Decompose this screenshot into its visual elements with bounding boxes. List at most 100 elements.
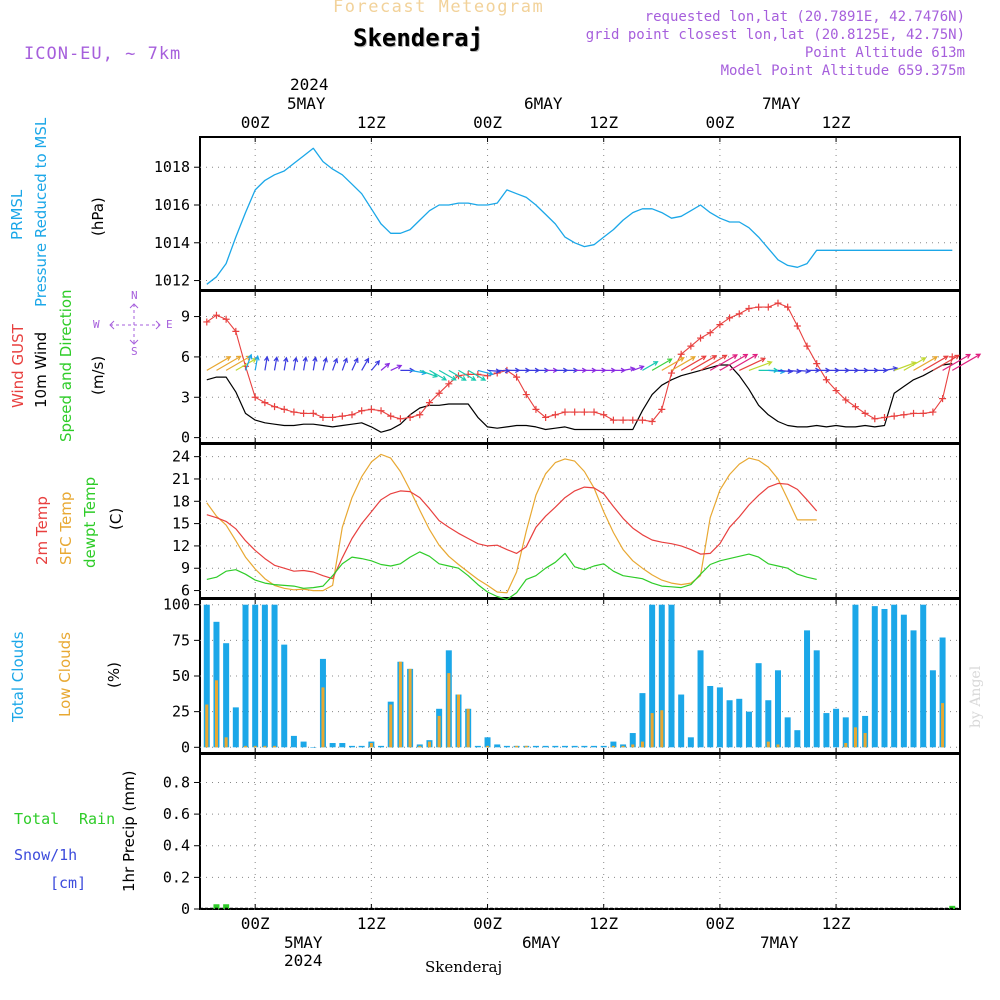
top-date-label-1: 5MAY xyxy=(287,94,326,113)
low-cloud-bar xyxy=(466,708,470,748)
gust-marker xyxy=(338,412,346,420)
low-cloud-bar xyxy=(398,661,402,748)
total-cloud-bar xyxy=(494,744,501,748)
wind-arrow xyxy=(458,369,477,381)
total-cloud-bar xyxy=(871,606,878,748)
ytick-label-p3: 50 xyxy=(172,667,190,685)
grid-lines xyxy=(200,137,960,910)
low-cloud-bar xyxy=(408,668,412,748)
sfc-temp-line xyxy=(206,453,817,594)
gust-marker xyxy=(212,311,220,319)
total-cloud-bar xyxy=(833,708,840,748)
gust-marker xyxy=(571,408,579,416)
low-cloud-bar xyxy=(214,680,218,748)
total-cloud-bar xyxy=(736,698,743,748)
low-clouds-label: Low Clouds xyxy=(56,632,74,717)
total-cloud-bar xyxy=(929,670,936,748)
ytick-label-p1: 6 xyxy=(181,348,190,366)
gust-marker xyxy=(396,415,404,423)
rain-bar xyxy=(213,904,220,909)
gust-marker xyxy=(851,403,859,411)
wind-gust-label: Wind GUST xyxy=(9,324,27,408)
ytick-label-p3: 25 xyxy=(172,703,190,721)
low-cloud-bar xyxy=(418,745,422,748)
total-cloud-bar xyxy=(687,737,694,748)
total-cloud-bar xyxy=(804,630,811,748)
total-cloud-bar xyxy=(542,745,549,748)
gust-marker xyxy=(600,411,608,419)
total-cloud-bar xyxy=(745,711,752,748)
footer-location: Skenderaj xyxy=(425,958,503,976)
total-cloud-bar xyxy=(658,604,665,748)
low-cloud-bar xyxy=(621,745,625,748)
low-cloud-bar xyxy=(456,694,460,748)
wind-arrow xyxy=(942,353,972,371)
total-clouds-label: Total Clouds xyxy=(9,631,27,722)
top-time-tick-label: 12Z xyxy=(822,113,851,132)
total-cloud-bar xyxy=(300,741,307,748)
ytick-label-p2: 6 xyxy=(181,582,190,600)
ytick-label-p4: 0.2 xyxy=(163,868,190,886)
wind-arrow xyxy=(302,356,308,371)
low-cloud-bar xyxy=(205,704,209,748)
low-cloud-bar xyxy=(224,737,228,748)
total-cloud-bar xyxy=(755,663,762,748)
ytick-label-p3: 75 xyxy=(172,631,190,649)
wind-arrow xyxy=(322,356,328,371)
total-cloud-bar xyxy=(532,745,539,748)
bottom-year-label: 2024 xyxy=(284,951,323,970)
total-cloud-bar xyxy=(610,741,617,748)
wind-arrow xyxy=(351,357,359,371)
total-cloud-bar xyxy=(378,745,385,748)
wind-arrow xyxy=(487,368,502,374)
low-cloud-bar xyxy=(631,744,635,748)
wind-arrows xyxy=(206,353,982,381)
wind-arrow xyxy=(903,357,927,371)
wind-arrow xyxy=(390,364,403,371)
total-cloud-bar xyxy=(649,604,656,748)
total-cloud-bar xyxy=(329,743,336,748)
precip-bars xyxy=(200,904,960,910)
wind-arrow xyxy=(254,354,260,371)
total-cloud-bar xyxy=(765,700,772,748)
gust-marker xyxy=(697,334,705,342)
low-cloud-bar xyxy=(853,727,857,748)
low-cloud-bar xyxy=(660,710,664,748)
ytick-label-p0: 1014 xyxy=(154,234,190,252)
total-cloud-bar xyxy=(900,614,907,748)
low-cloud-bar xyxy=(650,713,654,748)
gust-marker xyxy=(532,405,540,413)
bottom-time-tick-label: 12Z xyxy=(357,914,386,933)
ytick-label-p2: 24 xyxy=(172,448,190,466)
wind-arrow xyxy=(797,368,811,374)
total-cloud-bar xyxy=(629,733,636,748)
wind-arrow xyxy=(273,356,279,371)
model-label: ICON-EU, ~ 7km xyxy=(24,44,182,64)
gust-marker xyxy=(861,409,869,417)
gust-marker xyxy=(832,387,840,395)
gust-marker xyxy=(425,399,433,407)
rain-bar xyxy=(223,904,230,909)
wind-arrow xyxy=(642,361,659,371)
gust-marker xyxy=(716,321,724,329)
wind-arrow xyxy=(913,356,939,371)
ytick-label-p3: 100 xyxy=(163,596,190,614)
total-cloud-bar xyxy=(484,737,491,748)
gust-marker xyxy=(803,342,811,350)
total-cloud-bar xyxy=(813,650,820,748)
ytick-label-p0: 1018 xyxy=(154,158,190,176)
bottom-date-label-1: 5MAY xyxy=(284,933,323,952)
wind-arrow xyxy=(370,359,381,371)
wind-arrow xyxy=(922,355,949,371)
precip-rain-label: Rain xyxy=(79,810,116,828)
gust-marker xyxy=(580,408,588,416)
total-cloud-bar xyxy=(552,745,559,748)
gust-marker xyxy=(387,412,395,420)
cloud-bars xyxy=(203,604,946,748)
gust-marker xyxy=(687,342,695,350)
wind-10m-label: 10m Wind xyxy=(32,331,50,408)
gust-marker xyxy=(203,318,211,326)
wind-arrow xyxy=(341,357,348,371)
gust-marker xyxy=(329,413,337,421)
gust-marker xyxy=(880,413,888,421)
